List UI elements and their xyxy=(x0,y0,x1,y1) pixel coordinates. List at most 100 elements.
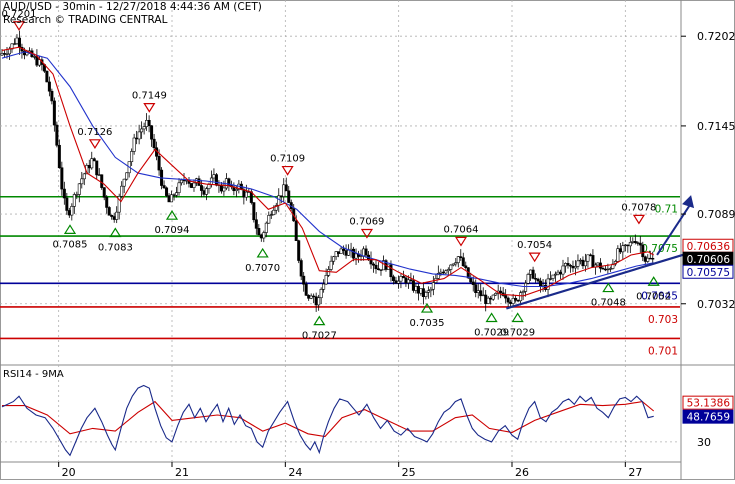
candle-body xyxy=(125,172,129,180)
x-tick-label: 21 xyxy=(175,466,189,479)
forecast-arrow-head xyxy=(682,195,695,209)
candle-body xyxy=(5,53,9,55)
swing-high-label: 0.7078 xyxy=(621,202,656,213)
swing-low-label: 0.7029 xyxy=(500,327,535,338)
candle-body xyxy=(641,244,645,258)
candle-body xyxy=(107,207,111,216)
candle-body xyxy=(115,211,119,220)
candle-body xyxy=(374,264,378,270)
candle-body xyxy=(606,268,610,271)
candle-body xyxy=(401,276,405,279)
candle-body xyxy=(534,278,538,280)
candle-body xyxy=(511,297,515,304)
candle-body xyxy=(362,248,366,257)
swing-high-marker xyxy=(454,236,468,247)
swing-low-marker xyxy=(109,227,122,238)
candle-body xyxy=(633,241,637,243)
candle-body xyxy=(257,228,261,236)
y-tick-label: 0.7145 xyxy=(697,120,735,133)
candle-body xyxy=(110,214,114,217)
rsi-tag-label: 48.7659 xyxy=(687,412,730,424)
level-label: 0.701 xyxy=(648,345,678,357)
candle-body xyxy=(65,197,69,211)
candle-body xyxy=(15,37,19,44)
candle-body xyxy=(499,290,503,294)
candle-body xyxy=(429,288,433,292)
candle-body xyxy=(578,259,582,262)
candle-body xyxy=(0,53,4,56)
swing-high-label: 0.7069 xyxy=(349,217,384,228)
candle-body xyxy=(419,288,423,294)
candle-body xyxy=(97,174,101,176)
candle-body xyxy=(264,222,268,233)
candle-body xyxy=(352,248,356,259)
swing-high-marker xyxy=(528,252,541,263)
candle-body xyxy=(279,195,283,197)
grid xyxy=(0,0,680,462)
candle-body xyxy=(324,275,328,285)
candle-body xyxy=(207,184,211,189)
rsi-tag-box xyxy=(682,409,734,424)
swing-low-marker xyxy=(602,282,615,293)
candle-body xyxy=(204,188,208,195)
candle-body xyxy=(2,53,6,55)
candle-body xyxy=(436,272,440,279)
candle-body xyxy=(514,297,518,301)
candle-body xyxy=(262,232,266,239)
candle-body xyxy=(167,195,171,203)
candle-body xyxy=(372,263,376,266)
candle-body xyxy=(648,257,652,260)
swing-low-label: 0.7070 xyxy=(245,263,280,274)
candle-body xyxy=(379,269,383,271)
candle-body xyxy=(591,255,595,268)
price-tag-box xyxy=(682,264,734,279)
candle-body xyxy=(464,265,468,268)
candle-body xyxy=(364,248,368,256)
axes: 20 21 24 25 26 27 0.7202 0.7145 0.7089 0.7032 30 xyxy=(58,30,735,479)
candle-body xyxy=(92,158,96,162)
candle-body xyxy=(304,283,308,296)
candle-body xyxy=(521,291,525,293)
swing-low-label: 0.7085 xyxy=(53,239,88,250)
candle-body xyxy=(272,209,276,215)
candle-body xyxy=(172,194,176,196)
candle-body xyxy=(474,284,478,294)
candle-body xyxy=(282,184,286,197)
candle-body xyxy=(122,178,126,187)
candle-body xyxy=(77,183,81,195)
x-tick-label: 24 xyxy=(288,466,302,479)
candle-body xyxy=(189,183,193,188)
candle-body xyxy=(559,271,563,275)
swing-low-label: 0.7035 xyxy=(410,318,445,329)
swing-high-marker xyxy=(88,139,102,149)
candle-body xyxy=(426,290,430,293)
candle-body xyxy=(628,242,632,247)
candle-body xyxy=(90,158,94,169)
candle-body xyxy=(536,278,540,282)
level-label: 0.7075 xyxy=(641,243,678,255)
candle-body xyxy=(539,280,543,287)
candle-body xyxy=(140,128,144,133)
candle-body xyxy=(568,265,572,267)
candle-body xyxy=(424,292,428,298)
swing-low-marker xyxy=(647,276,660,286)
swing-low-marker xyxy=(511,312,524,323)
candle-body xyxy=(234,188,238,192)
candle-body xyxy=(576,260,580,267)
candle-body xyxy=(162,185,166,189)
candle-body xyxy=(342,248,346,251)
candle-body xyxy=(170,194,174,203)
candle-body xyxy=(566,263,570,266)
candle-body xyxy=(546,278,550,290)
candle-body xyxy=(339,248,343,254)
candle-body xyxy=(469,277,473,283)
candle-body xyxy=(297,240,301,261)
candle-body xyxy=(581,259,585,267)
candle-body xyxy=(287,190,291,203)
candle-body xyxy=(87,165,91,169)
y-tick-label: 0.7089 xyxy=(697,208,735,221)
candle-body xyxy=(454,262,458,265)
trendline-and-forecast xyxy=(506,195,695,310)
